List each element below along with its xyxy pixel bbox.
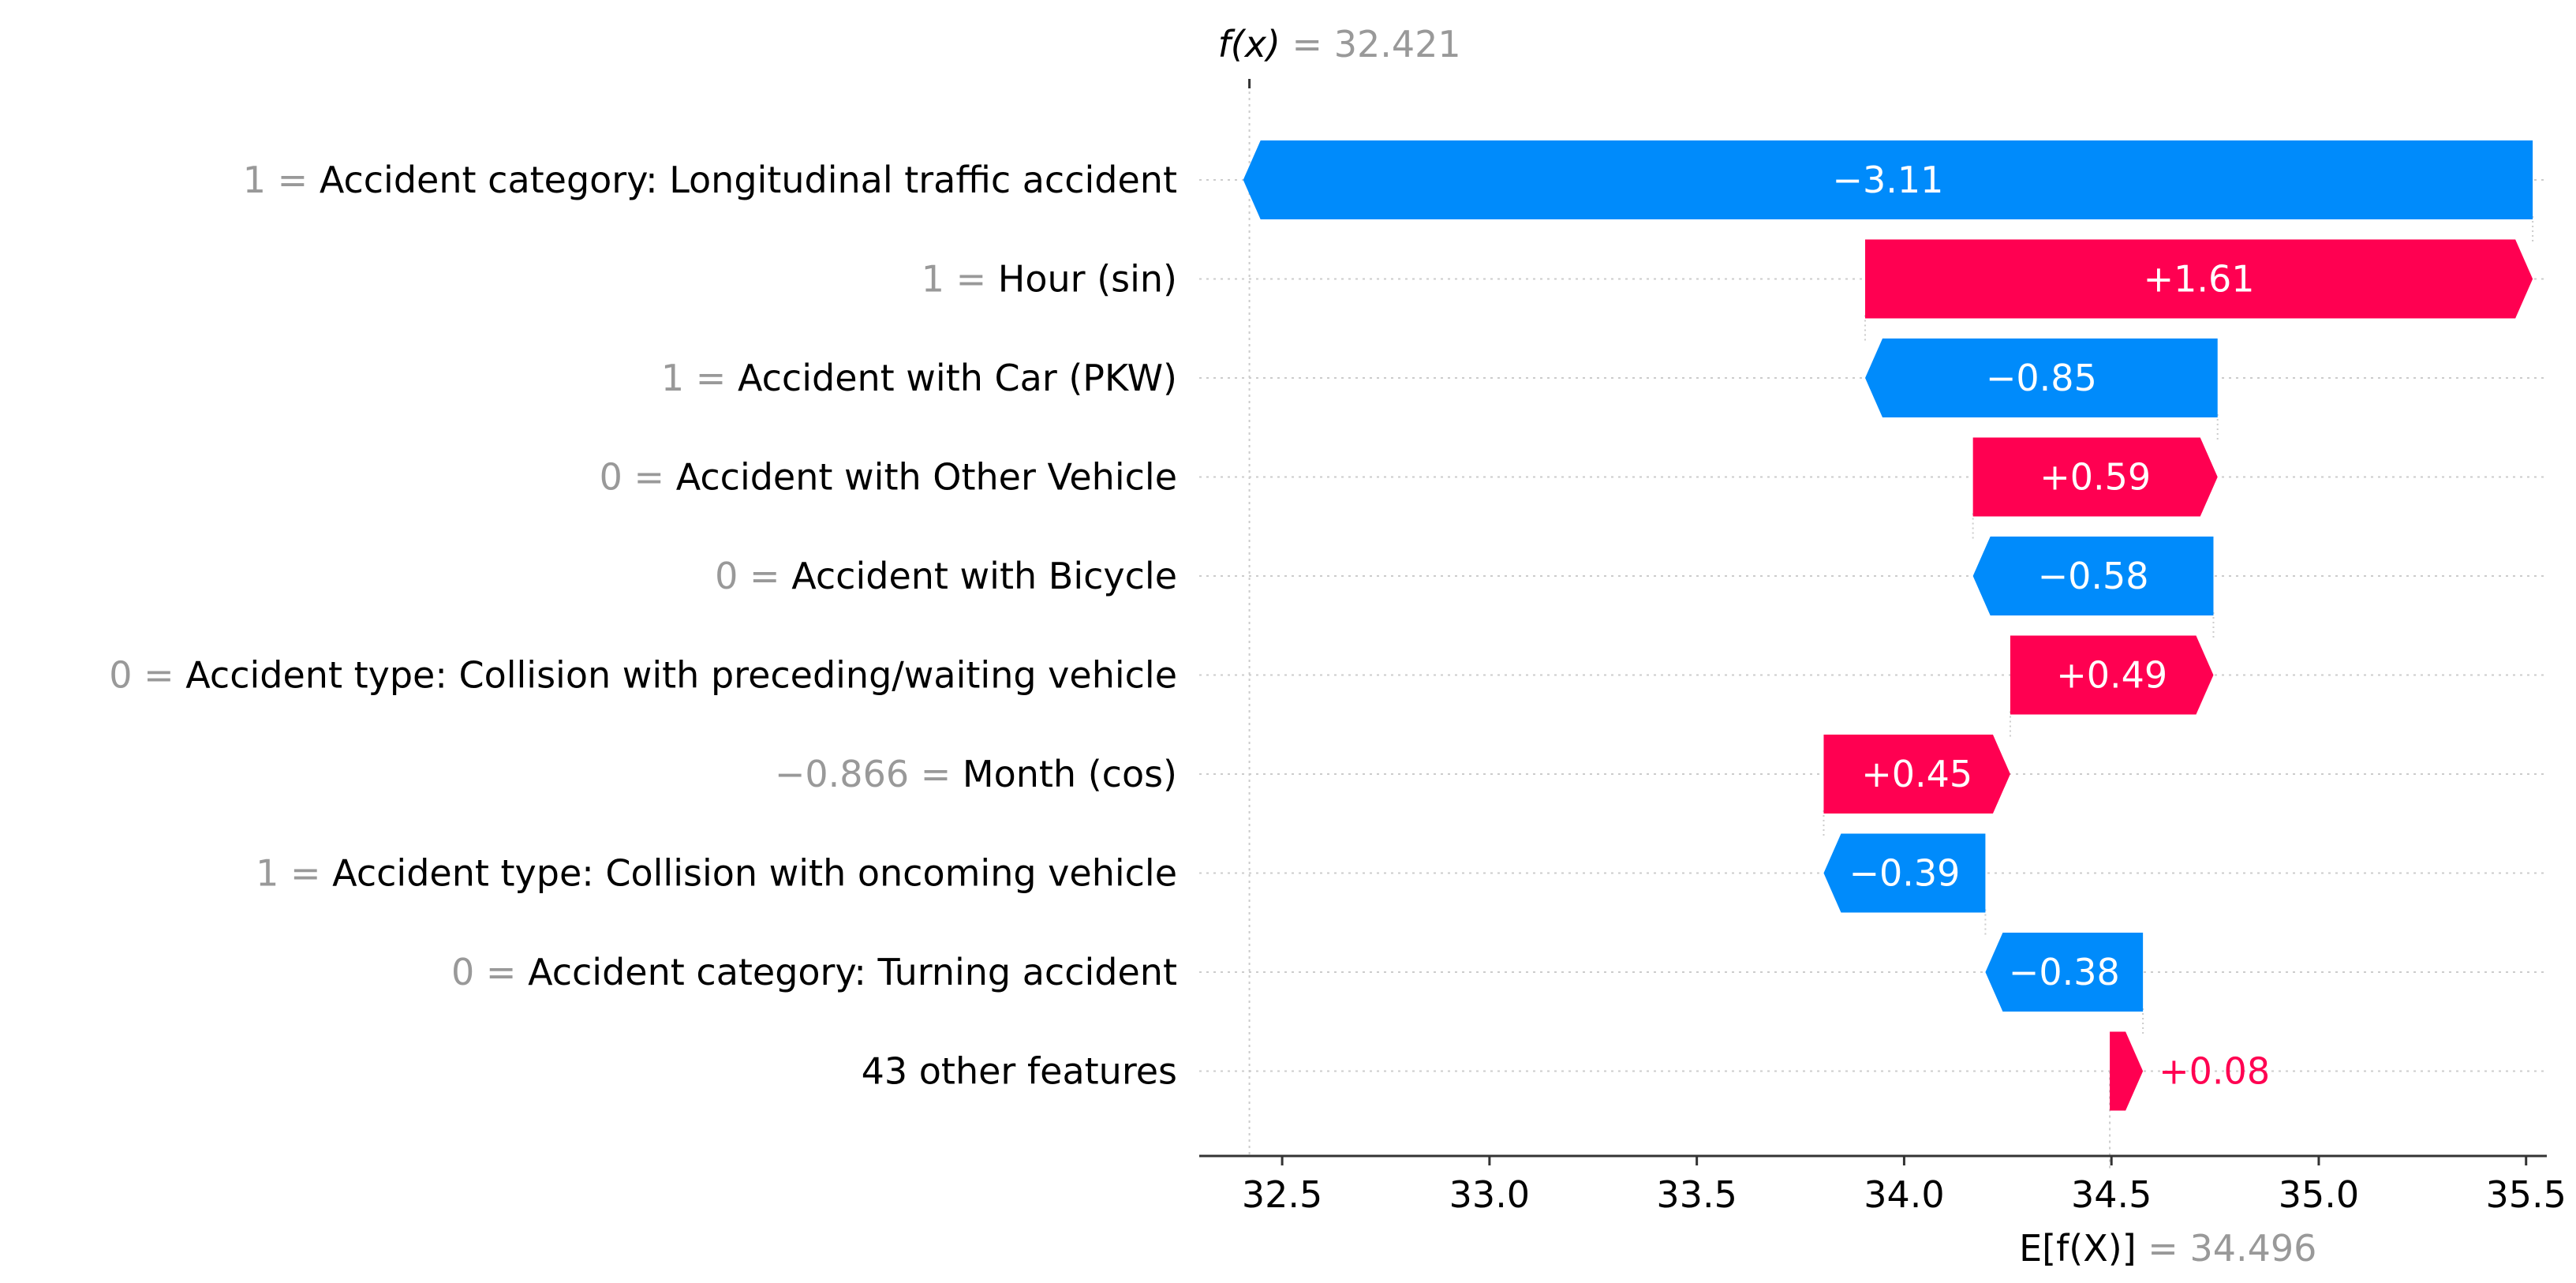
feature-value: 0 <box>600 456 623 499</box>
feature-label: 1 = Accident type: Collision with oncomi… <box>256 852 1177 895</box>
feature-value: −0.866 <box>775 753 909 795</box>
positive-bar <box>1865 239 2533 319</box>
feature-name: Accident category: Turning accident <box>528 951 1177 993</box>
bar-layer <box>1243 140 2533 1111</box>
x-tick-label: 33.5 <box>1656 1173 1737 1216</box>
feature-label: 0 = Accident with Other Vehicle <box>600 456 1177 499</box>
feature-name: Month (cos) <box>963 753 1177 795</box>
feature-eq: = <box>909 753 963 795</box>
x-axis: f(x) = 32.421 32.5 33.0 33.5 34.0 34.5 35.0 35.… <box>1199 23 2567 1270</box>
feature-value: 1 <box>256 852 279 895</box>
expected-prefix: E[f(X)] <box>2019 1227 2137 1270</box>
feature-value: 0 <box>109 654 132 697</box>
x-tick-label: 34.5 <box>2071 1173 2152 1216</box>
expected-eq: = <box>2137 1227 2190 1270</box>
feature-name: Accident category: Longitudinal traffic … <box>320 159 1177 201</box>
x-tick-label: 34.0 <box>1864 1173 1944 1216</box>
feature-eq: = <box>738 555 791 597</box>
feature-name: Hour (sin) <box>998 258 1177 301</box>
feature-value: 1 <box>661 357 684 399</box>
feature-eq: = <box>944 258 998 301</box>
feature-label: 1 = Accident with Car (PKW) <box>661 357 1177 399</box>
negative-bar <box>1823 833 1986 913</box>
bar-value-label: +0.49 <box>2056 654 2167 697</box>
feature-label: 0 = Accident type: Collision with preced… <box>109 654 1177 697</box>
x-tick-label: 33.0 <box>1449 1173 1530 1216</box>
bar-value-label: −0.39 <box>1849 852 1960 895</box>
expected-label: E[f(X)] = 34.496 <box>2019 1227 2316 1270</box>
feature-value: 0 <box>451 951 474 993</box>
feature-eq: = <box>684 357 738 399</box>
feature-label: −0.866 = Month (cos) <box>775 753 1177 795</box>
bar-value-label: +0.08 <box>2159 1050 2270 1093</box>
feature-eq: = <box>279 852 332 895</box>
feature-name: Accident with Other Vehicle <box>676 456 1177 499</box>
negative-bar <box>1865 339 2218 417</box>
feature-eq: = <box>266 159 320 201</box>
positive-bar <box>1972 437 2218 517</box>
negative-bar <box>1972 537 2214 615</box>
fx-prefix: f(x) <box>1218 23 1281 65</box>
x-tick-label: 32.5 <box>1242 1173 1322 1216</box>
bar-value-label: +0.45 <box>1861 753 1972 795</box>
label-layer: −3.11 1 = Accident category: Longitudinal… <box>109 159 2270 1093</box>
bar-value-label: −0.85 <box>1986 357 2097 399</box>
feature-name: Accident type: Collision with preceding/… <box>185 654 1177 697</box>
bar-value-label: −0.58 <box>2038 555 2149 597</box>
feature-value: 1 <box>243 159 266 201</box>
feature-eq: = <box>474 951 528 993</box>
positive-bar <box>2010 635 2214 715</box>
negative-bar <box>1243 140 2533 219</box>
feature-value: 0 <box>715 555 738 597</box>
bar-value-label: +0.59 <box>2039 456 2151 499</box>
feature-label: 1 = Accident category: Longitudinal traf… <box>243 159 1177 201</box>
negative-bar <box>1985 933 2144 1012</box>
positive-bar <box>1823 735 2010 814</box>
x-tick-label: 35.5 <box>2486 1173 2567 1216</box>
feature-eq: = <box>623 456 676 499</box>
feature-label: 0 = Accident with Bicycle <box>715 555 1177 597</box>
feature-name: 43 other features <box>862 1050 1177 1093</box>
x-tick-label: 35.0 <box>2279 1173 2359 1216</box>
feature-eq: = <box>132 654 185 697</box>
fx-value: 32.421 <box>1334 23 1461 65</box>
bar-value-label: +1.61 <box>2144 258 2255 301</box>
expected-value: 34.496 <box>2189 1227 2316 1270</box>
feature-label: 1 = Hour (sin) <box>922 258 1177 301</box>
feature-name: Accident with Car (PKW) <box>738 357 1177 399</box>
fx-eq: = <box>1281 23 1334 65</box>
feature-name: Accident with Bicycle <box>791 555 1177 597</box>
feature-value: 1 <box>922 258 944 301</box>
positive-bar <box>2110 1031 2144 1111</box>
feature-label: 43 other features <box>862 1050 1177 1093</box>
feature-label: 0 = Accident category: Turning accident <box>451 951 1177 993</box>
fx-label: f(x) = 32.421 <box>1218 23 1461 65</box>
bar-value-label: −3.11 <box>1832 159 1943 201</box>
feature-name: Accident type: Collision with oncoming v… <box>332 852 1177 895</box>
bar-value-label: −0.38 <box>2009 951 2120 993</box>
